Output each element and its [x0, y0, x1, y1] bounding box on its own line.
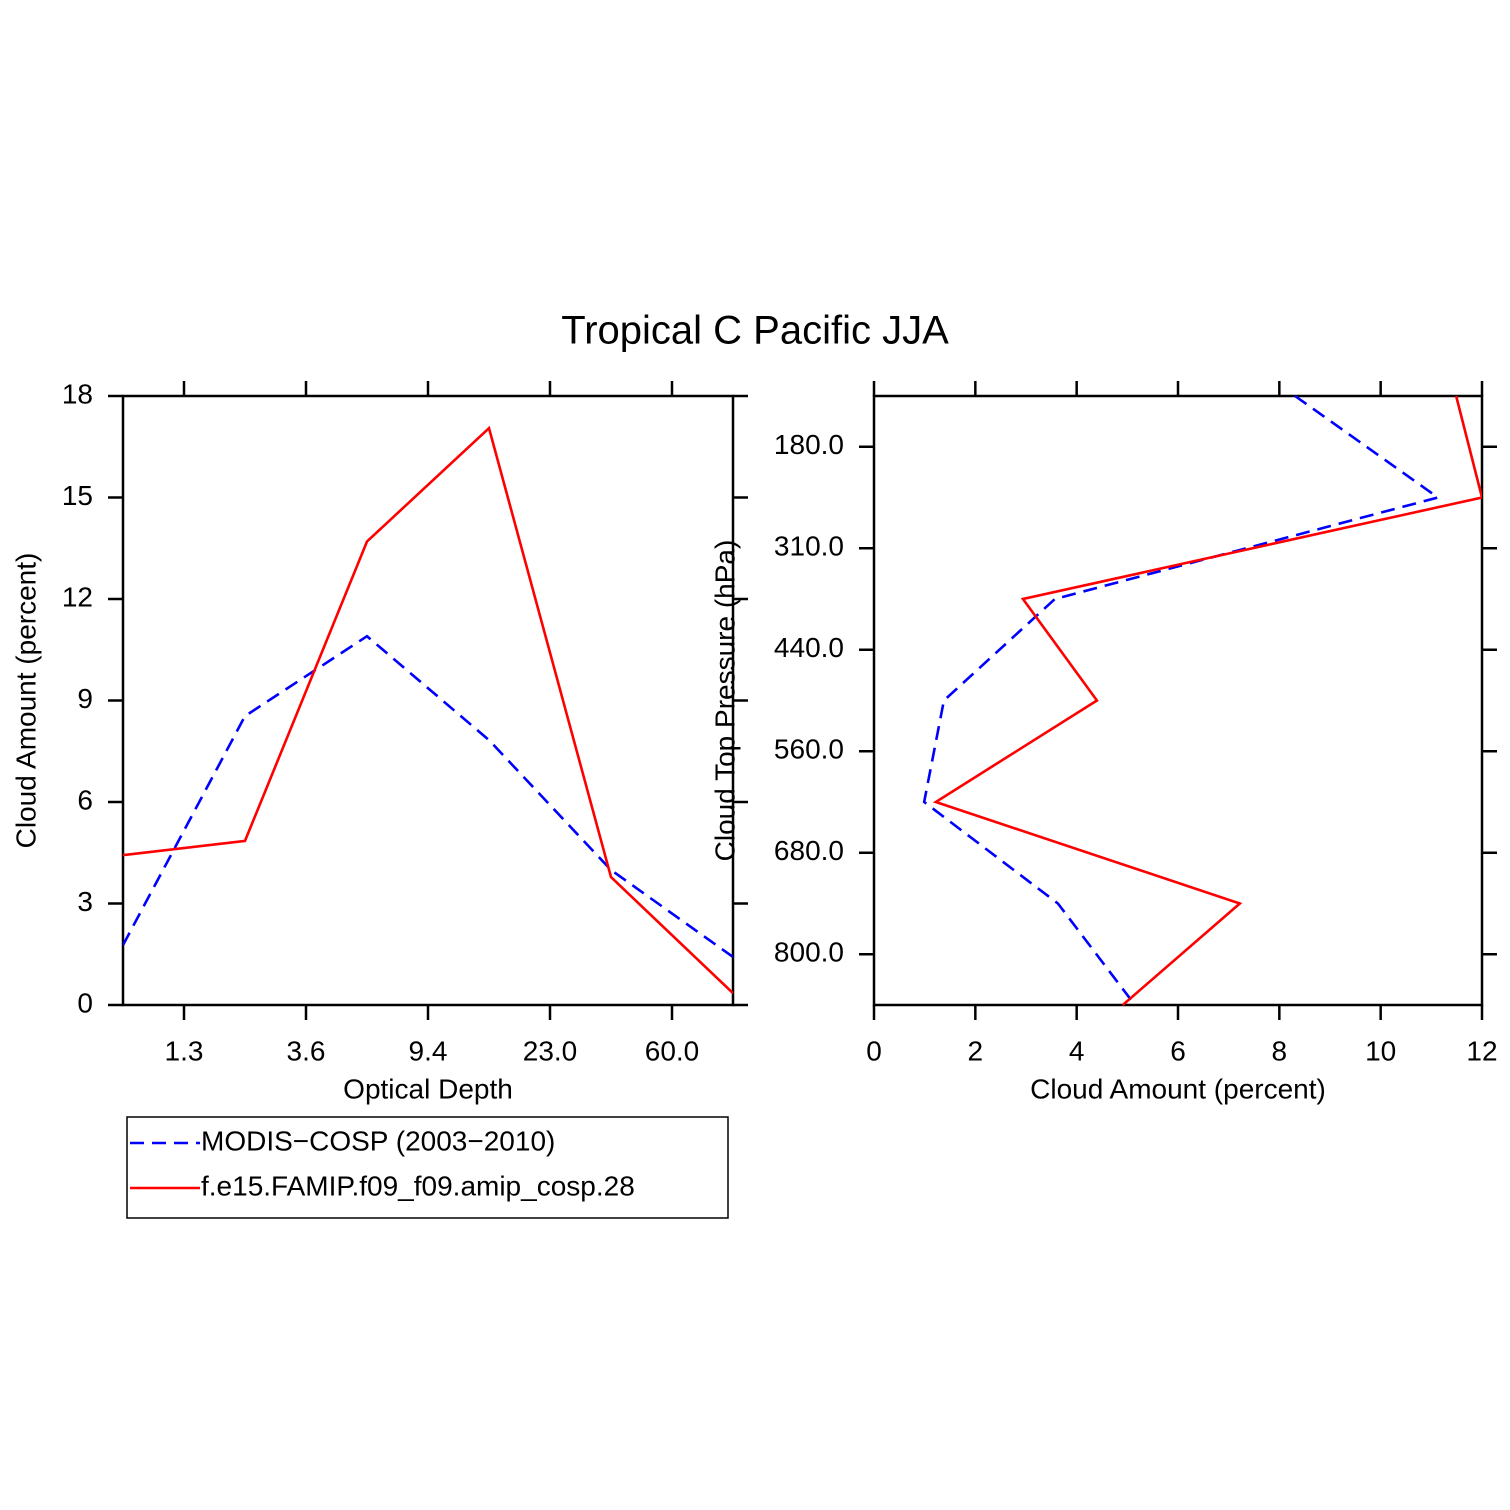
x-axis-label: Optical Depth	[343, 1073, 513, 1104]
x-tick-label: 10	[1365, 1035, 1396, 1066]
y-tick-label: 440.0	[774, 632, 844, 663]
series-line	[932, 395, 1482, 1006]
y-tick-label: 6	[77, 784, 93, 815]
series-line	[123, 425, 733, 995]
x-tick-label: 2	[968, 1035, 984, 1066]
x-tick-label: 4	[1069, 1035, 1085, 1066]
y-tick-label: 3	[77, 886, 93, 917]
legend-label: MODIS−COSP (2003−2010)	[201, 1125, 555, 1156]
x-tick-label: 0	[866, 1035, 882, 1066]
x-tick-label: 1.3	[165, 1035, 204, 1066]
x-tick-label: 3.6	[287, 1035, 326, 1066]
x-tick-label: 12	[1466, 1035, 1497, 1066]
y-tick-label: 0	[77, 987, 93, 1018]
y-tick-label: 310.0	[774, 531, 844, 562]
y-axis-label: Cloud Amount (percent)	[10, 553, 41, 849]
y-tick-label: 15	[62, 480, 93, 511]
series-line	[123, 634, 733, 959]
chart-title: Tropical C Pacific JJA	[561, 309, 949, 353]
legend-label: f.e15.FAMIP.f09_f09.amip_cosp.28	[201, 1170, 635, 1201]
y-tick-label: 680.0	[774, 835, 844, 866]
y-tick-label: 180.0	[774, 429, 844, 460]
x-tick-label: 23.0	[523, 1035, 578, 1066]
y-tick-label: 12	[62, 581, 93, 612]
y-axis-label: Cloud Top Pressure (hPa)	[709, 540, 740, 862]
legend-box	[126, 1116, 729, 1219]
y-tick-label: 18	[62, 378, 93, 409]
x-tick-label: 60.0	[645, 1035, 700, 1066]
x-tick-label: 6	[1170, 1035, 1186, 1066]
y-tick-label: 9	[77, 683, 93, 714]
series-line	[922, 394, 1441, 1006]
x-tick-label: 8	[1272, 1035, 1288, 1066]
x-tick-label: 9.4	[409, 1035, 448, 1066]
y-tick-label: 560.0	[774, 734, 844, 765]
y-tick-label: 800.0	[774, 937, 844, 968]
x-axis-label: Cloud Amount (percent)	[1030, 1073, 1326, 1104]
